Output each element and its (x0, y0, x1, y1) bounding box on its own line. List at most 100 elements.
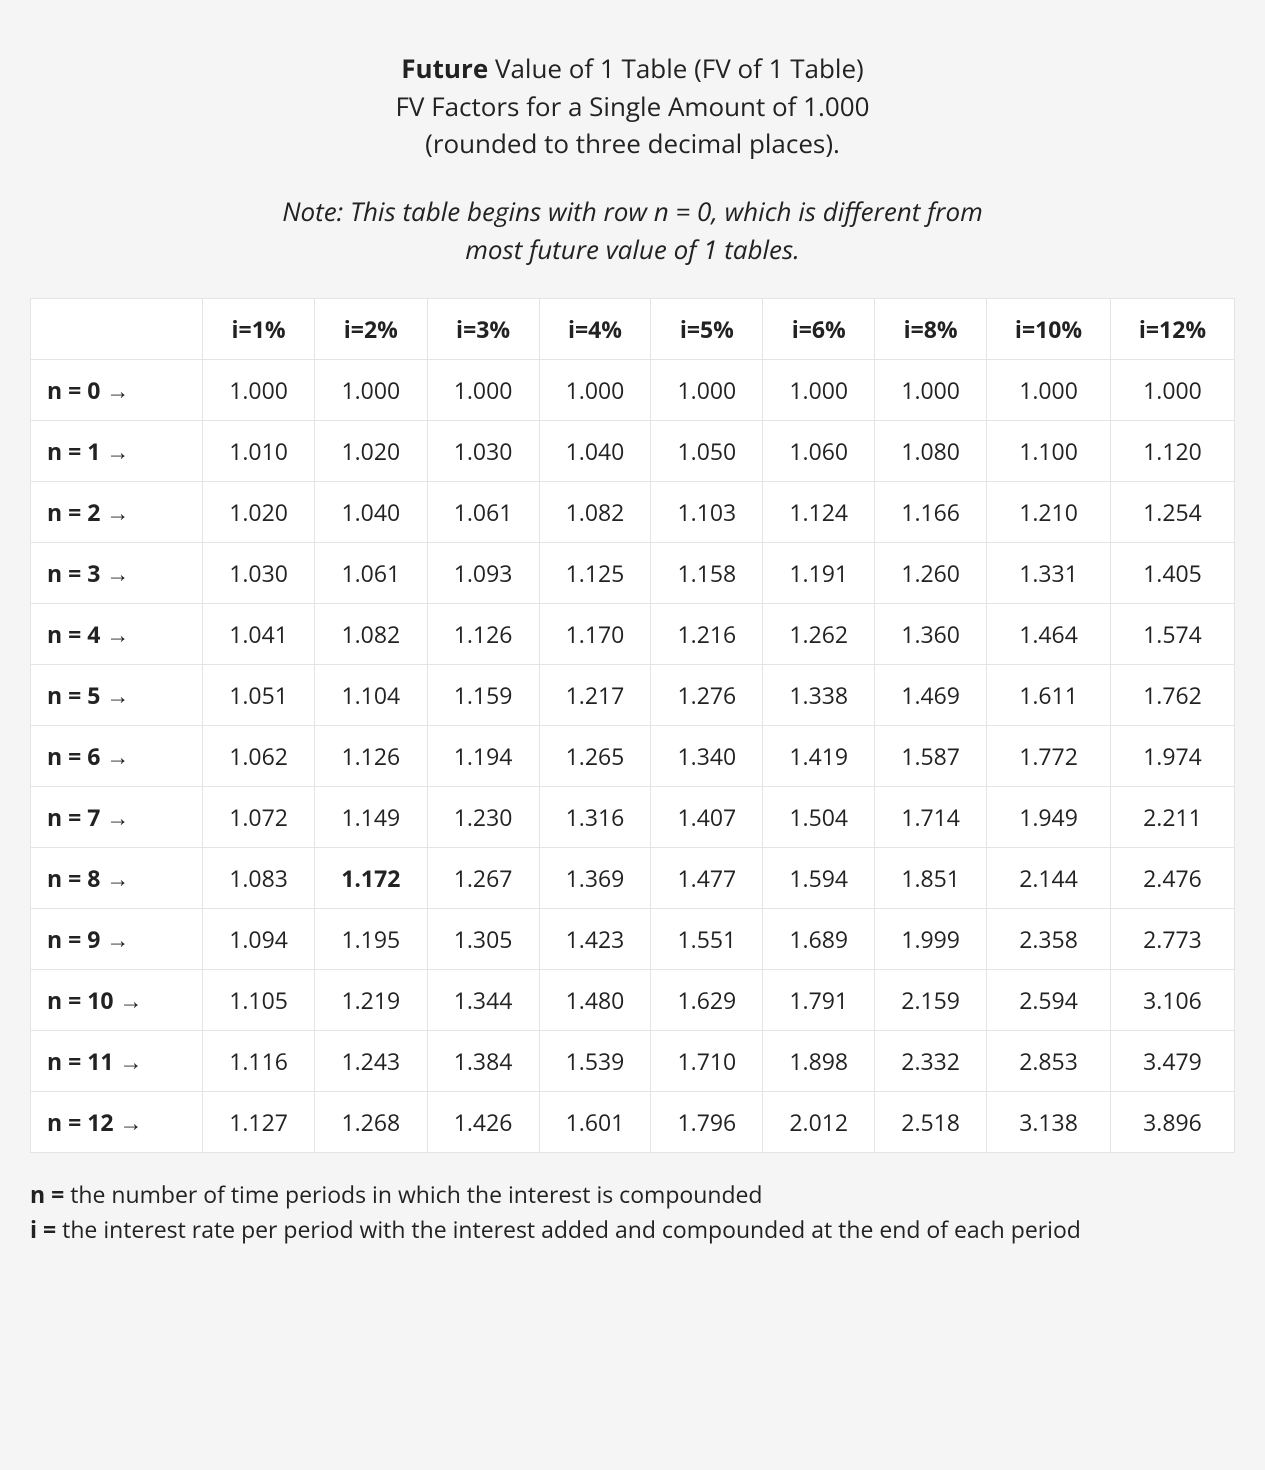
table-cell: 1.104 (315, 665, 428, 726)
table-cell: 1.000 (203, 360, 315, 421)
table-cell: 1.574 (1110, 604, 1234, 665)
table-cell: 1.094 (203, 909, 315, 970)
title-line2: FV Factors for a Single Amount of 1.000 (396, 88, 870, 124)
table-cell: 2.144 (987, 848, 1111, 909)
arrow-icon: → (114, 984, 143, 1016)
table-cell: 1.999 (875, 909, 987, 970)
table-cell: 3.896 (1110, 1092, 1234, 1153)
table-title: Future Value of 1 Table (FV of 1 Table) … (30, 50, 1235, 163)
table-cell: 1.262 (763, 604, 875, 665)
legend-i-label: i = (30, 1213, 56, 1245)
column-header: i=8% (875, 299, 987, 360)
table-cell: 1.062 (203, 726, 315, 787)
table-cell: 1.000 (875, 360, 987, 421)
table-cell: 1.010 (203, 421, 315, 482)
table-cell: 1.331 (987, 543, 1111, 604)
table-cell: 3.479 (1110, 1031, 1234, 1092)
table-cell: 1.601 (539, 1092, 651, 1153)
row-header: n = 12 → (31, 1092, 203, 1153)
table-cell: 1.000 (315, 360, 428, 421)
row-header: n = 8 → (31, 848, 203, 909)
table-cell: 1.791 (763, 970, 875, 1031)
table-cell: 1.000 (763, 360, 875, 421)
table-cell: 2.476 (1110, 848, 1234, 909)
table-cell: 1.762 (1110, 665, 1234, 726)
table-cell: 1.344 (427, 970, 539, 1031)
table-cell: 1.103 (651, 482, 763, 543)
title-line3: (rounded to three decimal places). (425, 125, 840, 161)
table-cell: 1.384 (427, 1031, 539, 1092)
table-cell: 1.230 (427, 787, 539, 848)
table-cell: 1.851 (875, 848, 987, 909)
table-cell: 1.126 (315, 726, 428, 787)
table-cell: 1.080 (875, 421, 987, 482)
arrow-icon: → (100, 374, 129, 406)
table-row: n = 12 →1.1271.2681.4261.6011.7962.0122.… (31, 1092, 1235, 1153)
table-cell: 1.464 (987, 604, 1111, 665)
table-cell: 1.243 (315, 1031, 428, 1092)
table-cell: 1.020 (203, 482, 315, 543)
table-cell: 1.050 (651, 421, 763, 482)
table-cell: 1.000 (427, 360, 539, 421)
table-cell: 1.000 (651, 360, 763, 421)
table-cell: 1.260 (875, 543, 987, 604)
column-header: i=12% (1110, 299, 1234, 360)
table-cell: 1.216 (651, 604, 763, 665)
table-cell: 1.127 (203, 1092, 315, 1153)
table-cell: 1.265 (539, 726, 651, 787)
row-header: n = 4 → (31, 604, 203, 665)
table-cell: 1.611 (987, 665, 1111, 726)
table-cell: 2.211 (1110, 787, 1234, 848)
table-cell: 1.040 (539, 421, 651, 482)
table-cell: 1.116 (203, 1031, 315, 1092)
column-header: i=3% (427, 299, 539, 360)
table-note: Note: This table begins with row n = 0, … (30, 193, 1235, 268)
table-cell: 1.051 (203, 665, 315, 726)
table-row: n = 3 →1.0301.0611.0931.1251.1581.1911.2… (31, 543, 1235, 604)
table-cell: 1.041 (203, 604, 315, 665)
table-cell: 1.629 (651, 970, 763, 1031)
table-cell: 1.061 (315, 543, 428, 604)
table-row: n = 1 →1.0101.0201.0301.0401.0501.0601.0… (31, 421, 1235, 482)
table-cell: 2.853 (987, 1031, 1111, 1092)
table-cell: 1.305 (427, 909, 539, 970)
table-cell: 1.338 (763, 665, 875, 726)
arrow-icon: → (100, 496, 129, 528)
column-header: i=1% (203, 299, 315, 360)
arrow-icon: → (114, 1045, 143, 1077)
table-cell: 1.126 (427, 604, 539, 665)
row-header: n = 2 → (31, 482, 203, 543)
table-cell: 1.030 (427, 421, 539, 482)
arrow-icon: → (114, 1106, 143, 1138)
table-cell: 1.000 (1110, 360, 1234, 421)
table-cell: 1.254 (1110, 482, 1234, 543)
table-cell: 1.100 (987, 421, 1111, 482)
table-cell: 1.594 (763, 848, 875, 909)
table-cell: 1.360 (875, 604, 987, 665)
table-cell: 1.714 (875, 787, 987, 848)
table-cell: 1.268 (315, 1092, 428, 1153)
table-cell: 1.423 (539, 909, 651, 970)
table-row: n = 9 →1.0941.1951.3051.4231.5511.6891.9… (31, 909, 1235, 970)
table-cell: 2.773 (1110, 909, 1234, 970)
table-row: n = 6 →1.0621.1261.1941.2651.3401.4191.5… (31, 726, 1235, 787)
row-header: n = 5 → (31, 665, 203, 726)
table-cell: 1.469 (875, 665, 987, 726)
table-cell: 1.105 (203, 970, 315, 1031)
table-cell: 1.125 (539, 543, 651, 604)
table-row: n = 8 →1.0831.1721.2671.3691.4771.5941.8… (31, 848, 1235, 909)
table-cell: 1.217 (539, 665, 651, 726)
table-cell: 1.405 (1110, 543, 1234, 604)
note-line1: Note: This table begins with row n = 0, … (282, 193, 983, 229)
table-row: n = 5 →1.0511.1041.1591.2171.2761.3381.4… (31, 665, 1235, 726)
table-cell: 2.012 (763, 1092, 875, 1153)
row-header: n = 0 → (31, 360, 203, 421)
column-header: i=4% (539, 299, 651, 360)
table-cell: 1.480 (539, 970, 651, 1031)
table-cell: 1.000 (539, 360, 651, 421)
row-header: n = 10 → (31, 970, 203, 1031)
table-cell: 1.949 (987, 787, 1111, 848)
table-row: n = 0 →1.0001.0001.0001.0001.0001.0001.0… (31, 360, 1235, 421)
table-cell: 1.159 (427, 665, 539, 726)
table-cell: 1.551 (651, 909, 763, 970)
